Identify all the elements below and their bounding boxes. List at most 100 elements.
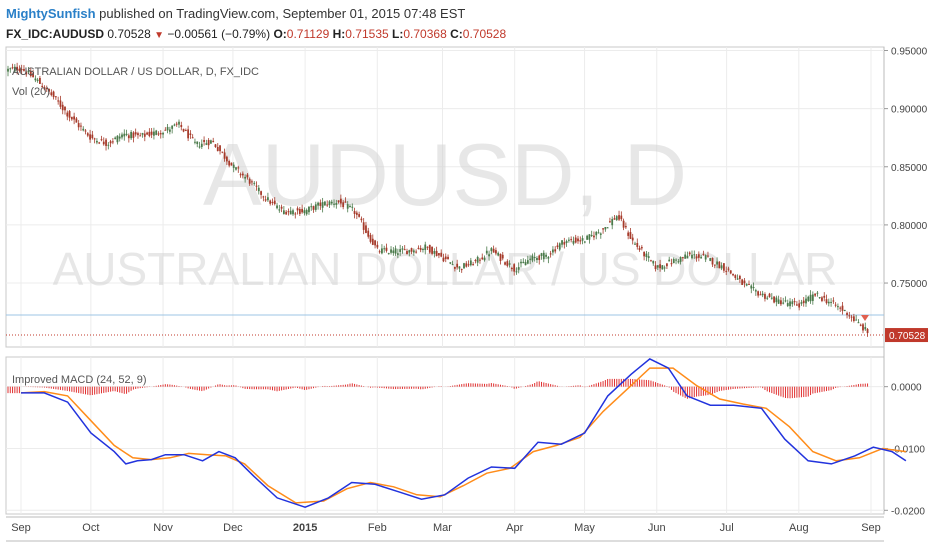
candle bbox=[659, 259, 661, 272]
candle-body bbox=[513, 264, 516, 272]
candle bbox=[130, 130, 133, 140]
candle bbox=[663, 265, 666, 272]
candle bbox=[647, 251, 650, 262]
candle-body bbox=[827, 301, 830, 304]
candle bbox=[476, 255, 479, 267]
candle bbox=[654, 261, 657, 272]
candle-body bbox=[723, 263, 725, 271]
candle-body bbox=[640, 246, 643, 249]
candle-body bbox=[18, 68, 21, 71]
symbol-name[interactable]: FX_IDC:AUDUSD bbox=[6, 27, 105, 41]
candle-body bbox=[417, 247, 420, 249]
candle bbox=[536, 256, 538, 263]
candle bbox=[54, 96, 57, 100]
candle bbox=[32, 69, 34, 78]
candle bbox=[709, 257, 712, 262]
candle bbox=[729, 270, 732, 275]
candle-body bbox=[73, 116, 76, 120]
candle bbox=[424, 241, 427, 255]
candle-body bbox=[381, 248, 383, 254]
y-tick-label: 0.0000 bbox=[891, 383, 922, 394]
candle bbox=[143, 130, 146, 142]
candle bbox=[369, 232, 372, 244]
candle bbox=[467, 260, 470, 267]
candle bbox=[481, 253, 484, 261]
candle-body bbox=[168, 129, 171, 132]
candle bbox=[777, 295, 780, 305]
x-tick-label: Feb bbox=[368, 522, 387, 534]
candle bbox=[495, 247, 497, 256]
candle-body bbox=[260, 191, 262, 195]
candle bbox=[811, 291, 814, 305]
y-tick-label: 0.75000 bbox=[891, 279, 928, 290]
candle bbox=[741, 278, 744, 286]
candle-body bbox=[488, 254, 490, 257]
candle-body bbox=[205, 143, 208, 145]
candle-body bbox=[460, 269, 463, 271]
candle bbox=[691, 250, 693, 260]
candle bbox=[16, 62, 19, 75]
candle-body bbox=[107, 144, 110, 146]
candle bbox=[173, 123, 176, 127]
candle bbox=[752, 282, 755, 291]
candle-body bbox=[659, 264, 661, 269]
down-arrow-icon: ▼ bbox=[154, 30, 164, 41]
candle-body bbox=[453, 266, 456, 269]
candle-body bbox=[184, 130, 187, 132]
candle bbox=[394, 245, 397, 256]
candle-body bbox=[390, 249, 392, 253]
author-link[interactable]: MightySunfish bbox=[6, 6, 96, 21]
candle-body bbox=[337, 200, 340, 203]
candle bbox=[650, 259, 652, 262]
candle bbox=[522, 258, 525, 264]
candle bbox=[453, 266, 456, 272]
candle-body bbox=[782, 302, 785, 304]
candle bbox=[661, 264, 664, 270]
candle-body bbox=[529, 258, 532, 260]
x-tick-label: Mar bbox=[433, 522, 452, 534]
candle bbox=[317, 201, 319, 210]
y-tick-label: 0.95000 bbox=[891, 46, 928, 57]
candle-body bbox=[70, 116, 73, 120]
candle bbox=[285, 210, 288, 215]
candle-body bbox=[59, 100, 62, 107]
candle-body bbox=[305, 209, 308, 215]
candle-body bbox=[650, 260, 652, 262]
candle bbox=[465, 261, 468, 268]
candle bbox=[223, 148, 226, 162]
candle bbox=[830, 298, 832, 307]
candle bbox=[308, 206, 310, 215]
candle bbox=[846, 311, 848, 319]
candle-body bbox=[713, 264, 716, 266]
candle-body bbox=[526, 260, 529, 264]
candle bbox=[832, 297, 835, 304]
candle bbox=[725, 266, 728, 276]
candle bbox=[768, 292, 771, 298]
candle-body bbox=[442, 257, 445, 262]
candle-body bbox=[695, 256, 698, 259]
candle bbox=[428, 244, 431, 254]
candle-body bbox=[791, 301, 794, 305]
candle bbox=[720, 262, 723, 271]
candle bbox=[442, 253, 445, 263]
candle-body bbox=[267, 197, 269, 201]
candle bbox=[246, 172, 249, 180]
candle-body bbox=[825, 299, 828, 304]
candle-body bbox=[843, 309, 846, 312]
candle bbox=[802, 296, 805, 307]
macd-indicator-label: Improved MACD (24, 52, 9) bbox=[12, 374, 147, 386]
candle bbox=[761, 290, 764, 298]
candle-body bbox=[602, 228, 604, 230]
candle-body bbox=[656, 265, 659, 268]
candle bbox=[499, 253, 502, 265]
candle bbox=[89, 129, 91, 143]
candle-body bbox=[52, 91, 55, 98]
candle-body bbox=[237, 167, 240, 169]
candle bbox=[335, 199, 338, 209]
candle-body bbox=[130, 131, 133, 139]
candle-body bbox=[574, 237, 577, 243]
candle-body bbox=[64, 106, 66, 111]
candle-body bbox=[583, 241, 586, 243]
candle-body bbox=[109, 141, 112, 144]
